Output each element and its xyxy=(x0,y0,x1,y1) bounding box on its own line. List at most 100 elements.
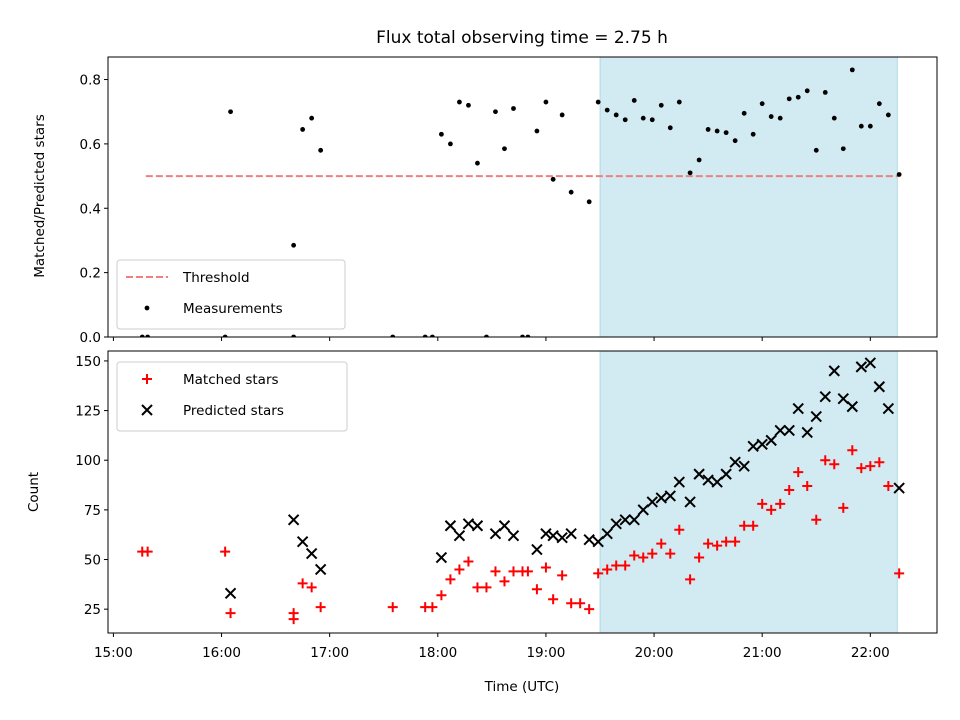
series-1-point-16 xyxy=(475,160,480,166)
series-1-point-54 xyxy=(822,90,828,95)
x-tick-label: 18:00 xyxy=(418,645,457,661)
series-1-point-4 xyxy=(291,242,297,248)
series-1-point-39 xyxy=(774,424,786,437)
series-1-point-21 xyxy=(610,518,622,530)
series-1-point-7 xyxy=(453,529,466,542)
series-1-point-31 xyxy=(613,112,619,118)
series-1-point-40 xyxy=(783,424,795,437)
series-0-point-14 xyxy=(454,564,465,575)
series-0-point-49 xyxy=(766,504,777,515)
series-1-point-33 xyxy=(631,98,637,103)
y-tick-label: 100 xyxy=(75,453,101,469)
legend-series-0-label: Threshold xyxy=(182,270,250,286)
legend: Threshold Measurements xyxy=(116,259,346,330)
series-0-point-23 xyxy=(531,584,542,595)
x-tick-label: 17:00 xyxy=(310,645,349,661)
series-1-point-19 xyxy=(502,146,507,152)
series-1-point-34 xyxy=(729,456,741,468)
series-1-point-12 xyxy=(439,131,444,137)
x-tick-label: 19:00 xyxy=(526,645,565,661)
series-0-point-41 xyxy=(694,552,705,563)
series-1-point-62 xyxy=(896,172,902,177)
series-1-point-32 xyxy=(711,476,723,488)
series-1-point-21 xyxy=(520,334,525,337)
series-0-point-6 xyxy=(297,578,308,589)
series-1-point-35 xyxy=(649,117,655,123)
bottom-panel: 25 50 75 100 125 150 15:00 16:00 17:00 18:00 19:00… xyxy=(75,350,938,661)
series-1-point-53 xyxy=(813,147,819,153)
series-0-point-50 xyxy=(775,498,786,509)
series-1-point-32 xyxy=(622,117,628,123)
x-tick-label: 15:00 xyxy=(94,645,133,661)
series-0-point-40 xyxy=(685,574,696,585)
series-1-point-37 xyxy=(756,438,768,451)
series-1-point-9 xyxy=(471,520,484,532)
series-0-point-43 xyxy=(712,540,723,551)
series-1-point-36 xyxy=(747,440,759,453)
series-0-point-22 xyxy=(522,566,533,577)
series-1-point-52 xyxy=(804,88,810,94)
series-0-point-1 xyxy=(142,546,153,557)
series-0-point-11 xyxy=(427,602,438,613)
series-1-point-1 xyxy=(287,514,300,526)
y-tick-label: 125 xyxy=(75,404,101,420)
x-tick-label: 22:00 xyxy=(851,645,890,661)
legend-series-1-label: Measurements xyxy=(183,301,283,317)
series-1-point-45 xyxy=(741,110,747,116)
series-1-point-35 xyxy=(738,460,750,472)
top-y-axis-label: Matched/Predicted stars xyxy=(32,114,48,277)
series-0-point-47 xyxy=(748,520,759,531)
series-1-point-18 xyxy=(583,533,595,546)
series-0-point-15 xyxy=(463,556,474,567)
series-0-point-26 xyxy=(557,570,568,581)
series-1-point-20 xyxy=(511,106,516,111)
series-1-point-46 xyxy=(750,131,756,137)
series-0-point-33 xyxy=(620,560,631,571)
shaded-observing-window xyxy=(599,350,898,634)
series-1-point-52 xyxy=(893,482,905,494)
series-1-point-19 xyxy=(592,535,604,548)
x-tick-label: 20:00 xyxy=(635,645,674,661)
series-0-point-3 xyxy=(225,608,236,619)
y-tick-label: 0.4 xyxy=(80,201,101,217)
series-1-point-49 xyxy=(777,115,783,121)
series-1-point-24 xyxy=(543,99,549,105)
series-0-point-56 xyxy=(829,459,840,470)
series-0-point-16 xyxy=(472,582,483,593)
series-0-point-35 xyxy=(638,552,649,563)
series-1-point-41 xyxy=(705,127,711,132)
series-1-point-44 xyxy=(819,390,831,403)
legend-series-0-swatch xyxy=(142,374,152,384)
series-1-point-59 xyxy=(867,123,873,129)
series-1-point-1 xyxy=(145,334,151,337)
y-tick-label: 50 xyxy=(84,553,101,569)
series-0-point-19 xyxy=(499,576,510,587)
series-1-point-20 xyxy=(601,527,613,540)
series-0-point-55 xyxy=(820,455,831,466)
series-1-point-49 xyxy=(864,357,877,369)
series-1-point-47 xyxy=(846,400,859,413)
series-0-point-28 xyxy=(575,598,586,609)
legend: Matched stars Predicted stars xyxy=(116,361,348,432)
series-1-point-25 xyxy=(646,496,658,508)
series-1-point-28 xyxy=(673,476,685,488)
series-0-point-34 xyxy=(629,550,640,561)
legend-series-1-swatch xyxy=(144,305,150,311)
legend-box xyxy=(116,361,348,432)
top-panel: 0.0 0.2 0.4 0.6 0.8 Threshold Measurements xyxy=(80,56,938,346)
series-1-point-51 xyxy=(795,94,801,100)
series-0-point-52 xyxy=(793,467,804,478)
series-1-point-25 xyxy=(550,176,556,182)
series-0-point-29 xyxy=(584,604,595,615)
series-1-point-46 xyxy=(837,392,849,405)
series-1-point-24 xyxy=(637,504,649,516)
series-1-point-3 xyxy=(305,547,318,560)
series-0-point-54 xyxy=(811,514,822,525)
series-0-point-51 xyxy=(784,485,795,496)
series-1-point-47 xyxy=(759,101,765,107)
series-1-point-38 xyxy=(765,434,777,447)
series-1-point-17 xyxy=(484,334,489,337)
series-1-point-29 xyxy=(595,99,601,105)
series-1-point-7 xyxy=(309,115,315,121)
series-1-point-56 xyxy=(840,146,846,152)
